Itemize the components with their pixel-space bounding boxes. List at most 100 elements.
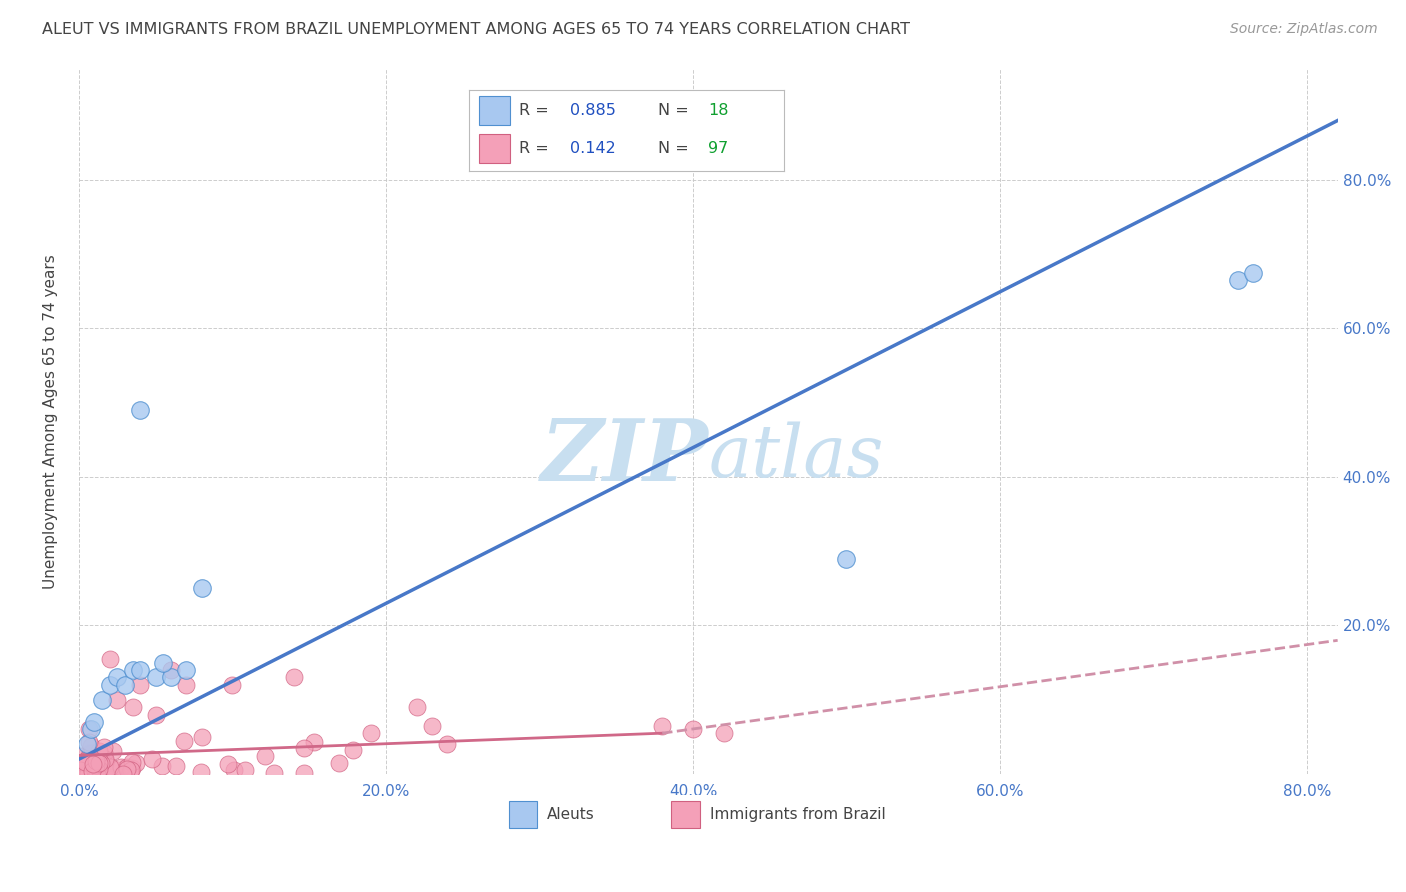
Point xyxy=(121,700,143,714)
Point xyxy=(420,719,443,733)
Point xyxy=(110,760,132,774)
Point xyxy=(190,582,212,596)
Point xyxy=(263,766,285,780)
Text: atlas: atlas xyxy=(709,421,884,491)
Point xyxy=(129,678,152,692)
Point xyxy=(87,744,110,758)
Point xyxy=(79,754,101,768)
Point xyxy=(90,760,112,774)
Point xyxy=(141,752,163,766)
Point xyxy=(835,551,858,566)
Point xyxy=(111,766,134,780)
Point xyxy=(84,764,107,778)
Point xyxy=(80,764,103,778)
Point xyxy=(69,748,91,763)
Point xyxy=(165,759,187,773)
Point xyxy=(72,766,94,780)
Point xyxy=(152,656,174,670)
Point xyxy=(76,751,98,765)
Point xyxy=(76,737,98,751)
Point xyxy=(233,763,256,777)
Point xyxy=(77,765,100,780)
Point xyxy=(125,756,148,770)
Point xyxy=(69,763,91,777)
Point xyxy=(89,762,111,776)
Point xyxy=(114,763,136,777)
Point xyxy=(83,757,105,772)
Point xyxy=(1226,273,1249,287)
Point xyxy=(86,766,108,780)
Point xyxy=(114,762,136,776)
Y-axis label: Unemployment Among Ages 65 to 74 years: Unemployment Among Ages 65 to 74 years xyxy=(44,254,58,589)
Point xyxy=(90,756,112,771)
Point xyxy=(80,739,103,754)
Point xyxy=(69,764,91,779)
Point xyxy=(86,758,108,772)
Point xyxy=(129,403,152,417)
Point xyxy=(120,763,142,777)
Point xyxy=(114,678,136,692)
Point xyxy=(105,671,128,685)
Point xyxy=(145,671,167,685)
Point xyxy=(160,663,183,677)
Point xyxy=(87,756,110,770)
Point xyxy=(75,754,97,768)
Point xyxy=(80,746,103,760)
Point xyxy=(224,763,246,777)
Point xyxy=(160,671,183,685)
Point xyxy=(84,755,107,769)
Point xyxy=(328,756,350,771)
Point xyxy=(176,678,198,692)
Point xyxy=(360,726,382,740)
Point xyxy=(103,766,125,780)
Point xyxy=(342,743,364,757)
Point xyxy=(1241,266,1264,280)
Point xyxy=(292,741,315,756)
Point xyxy=(302,735,325,749)
Point xyxy=(190,730,212,744)
Point xyxy=(254,748,277,763)
Point xyxy=(76,753,98,767)
Point xyxy=(713,726,735,740)
Point xyxy=(93,765,115,780)
Point xyxy=(103,762,125,776)
Point xyxy=(150,759,173,773)
Point xyxy=(76,761,98,775)
Point xyxy=(93,739,115,754)
Point xyxy=(121,761,143,775)
Point xyxy=(73,756,96,770)
Point xyxy=(121,663,143,677)
Point xyxy=(79,735,101,749)
Point xyxy=(292,766,315,780)
Point xyxy=(217,757,239,772)
Point xyxy=(121,755,143,769)
Point xyxy=(84,755,107,769)
Point xyxy=(89,747,111,761)
Text: ZIP: ZIP xyxy=(540,415,709,499)
Point xyxy=(79,746,101,760)
Point xyxy=(86,756,108,771)
Point xyxy=(93,746,115,760)
Point xyxy=(98,652,121,666)
Point xyxy=(79,762,101,776)
Text: ALEUT VS IMMIGRANTS FROM BRAZIL UNEMPLOYMENT AMONG AGES 65 TO 74 YEARS CORRELATI: ALEUT VS IMMIGRANTS FROM BRAZIL UNEMPLOY… xyxy=(42,22,910,37)
Point xyxy=(651,719,673,733)
Point xyxy=(84,758,107,772)
Point xyxy=(84,760,107,774)
Point xyxy=(436,737,458,751)
Point xyxy=(129,663,152,677)
Point xyxy=(221,678,243,692)
Point xyxy=(405,700,427,714)
Point xyxy=(82,758,104,772)
Point xyxy=(115,762,138,776)
Point xyxy=(94,756,117,770)
Point xyxy=(79,764,101,778)
Point xyxy=(80,723,103,737)
Point xyxy=(173,734,195,748)
Point xyxy=(91,692,114,706)
Point xyxy=(80,764,103,778)
Point xyxy=(98,678,121,692)
Point xyxy=(83,714,105,729)
Point xyxy=(82,756,104,771)
Point xyxy=(75,762,97,776)
